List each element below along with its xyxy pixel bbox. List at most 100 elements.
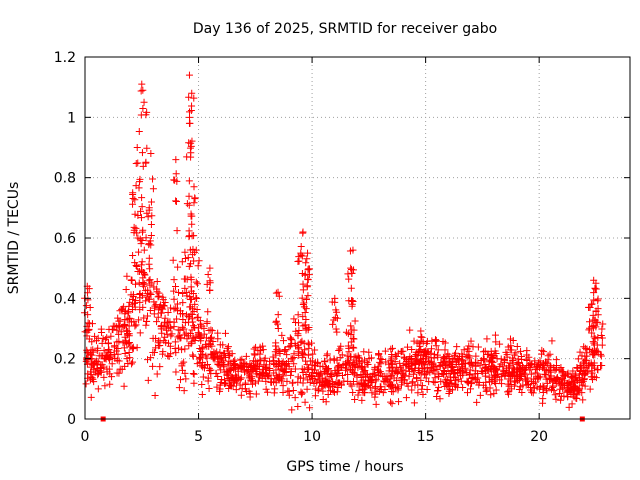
data-point: [302, 315, 310, 323]
data-point: [291, 394, 299, 402]
data-point: [129, 295, 137, 303]
data-point: [100, 346, 108, 354]
data-point: [298, 252, 306, 260]
data-point: [274, 324, 282, 332]
data-point: [161, 314, 169, 322]
data-point: [512, 378, 520, 386]
data-point: [113, 369, 121, 377]
data-point: [227, 382, 235, 390]
data-point: [428, 358, 436, 366]
data-point: [514, 355, 522, 363]
data-point: [321, 358, 329, 366]
data-point: [194, 262, 202, 270]
data-point: [480, 348, 488, 356]
data-point: [590, 333, 598, 341]
data-point: [205, 384, 213, 392]
data-point: [332, 369, 340, 377]
data-point: [146, 265, 154, 273]
data-point: [149, 348, 157, 356]
data-point: [134, 212, 142, 220]
data-point: [547, 375, 555, 383]
data-point: [466, 366, 474, 374]
data-point: [89, 348, 97, 356]
data-point: [322, 363, 330, 371]
data-point: [491, 373, 499, 381]
data-point: [274, 288, 282, 296]
data-point: [462, 359, 470, 367]
data-point: [180, 358, 188, 366]
data-point: [323, 369, 331, 377]
data-point: [120, 344, 128, 352]
data-point: [114, 350, 122, 358]
data-point: [140, 282, 148, 290]
data-point: [569, 367, 577, 375]
data-point: [415, 368, 423, 376]
y-tick-label: 0.8: [54, 171, 76, 187]
data-point: [548, 383, 556, 391]
data-point: [185, 192, 193, 200]
data-point: [346, 353, 354, 361]
data-point: [513, 343, 521, 351]
data-point: [458, 364, 466, 372]
data-point: [159, 296, 167, 304]
data-point: [565, 379, 573, 387]
data-point: [298, 349, 306, 357]
data-point: [338, 351, 346, 359]
data-point: [586, 385, 594, 393]
data-point: [451, 380, 459, 388]
data-point: [179, 289, 187, 297]
data-point: [581, 344, 589, 352]
data-point: [196, 317, 204, 325]
data-point: [112, 347, 120, 355]
data-point: [304, 376, 312, 384]
data-point: [183, 288, 191, 296]
data-point: [431, 378, 439, 386]
data-point: [206, 334, 214, 342]
data-point: [473, 398, 481, 406]
data-point: [275, 346, 283, 354]
data-point: [164, 319, 172, 327]
data-points: [80, 71, 607, 422]
data-point: [189, 369, 197, 377]
data-point: [270, 357, 278, 365]
y-axis-label: SRMTID / TECUs: [6, 182, 22, 295]
data-point: [147, 198, 155, 206]
data-point: [125, 339, 133, 347]
data-point: [456, 369, 464, 377]
data-point: [139, 226, 147, 234]
data-point: [247, 368, 255, 376]
data-point: [298, 389, 306, 397]
data-point: [567, 380, 575, 388]
data-point: [302, 305, 310, 313]
data-point: [524, 381, 532, 389]
data-point: [172, 156, 180, 164]
data-point: [187, 340, 195, 348]
data-point: [162, 339, 170, 347]
data-point: [208, 327, 216, 335]
data-point: [282, 365, 290, 373]
data-point: [201, 361, 209, 369]
data-point: [80, 309, 88, 317]
data-point: [347, 322, 355, 330]
data-point: [136, 178, 144, 186]
data-point: [520, 366, 528, 374]
data-point: [491, 372, 499, 380]
data-point: [496, 340, 504, 348]
data-point: [142, 159, 150, 167]
data-point: [216, 385, 224, 393]
data-point: [304, 364, 312, 372]
data-point: [398, 369, 406, 377]
data-point: [153, 278, 161, 286]
data-point: [410, 399, 418, 407]
data-point: [423, 364, 431, 372]
data-point: [290, 315, 298, 323]
data-point: [172, 197, 180, 205]
data-point: [279, 389, 287, 397]
data-point: [117, 328, 125, 336]
data-point: [371, 393, 379, 401]
data-point: [332, 306, 340, 314]
data-point: [379, 389, 387, 397]
data-point: [445, 357, 453, 365]
data-point: [505, 375, 513, 383]
data-point: [397, 348, 405, 356]
